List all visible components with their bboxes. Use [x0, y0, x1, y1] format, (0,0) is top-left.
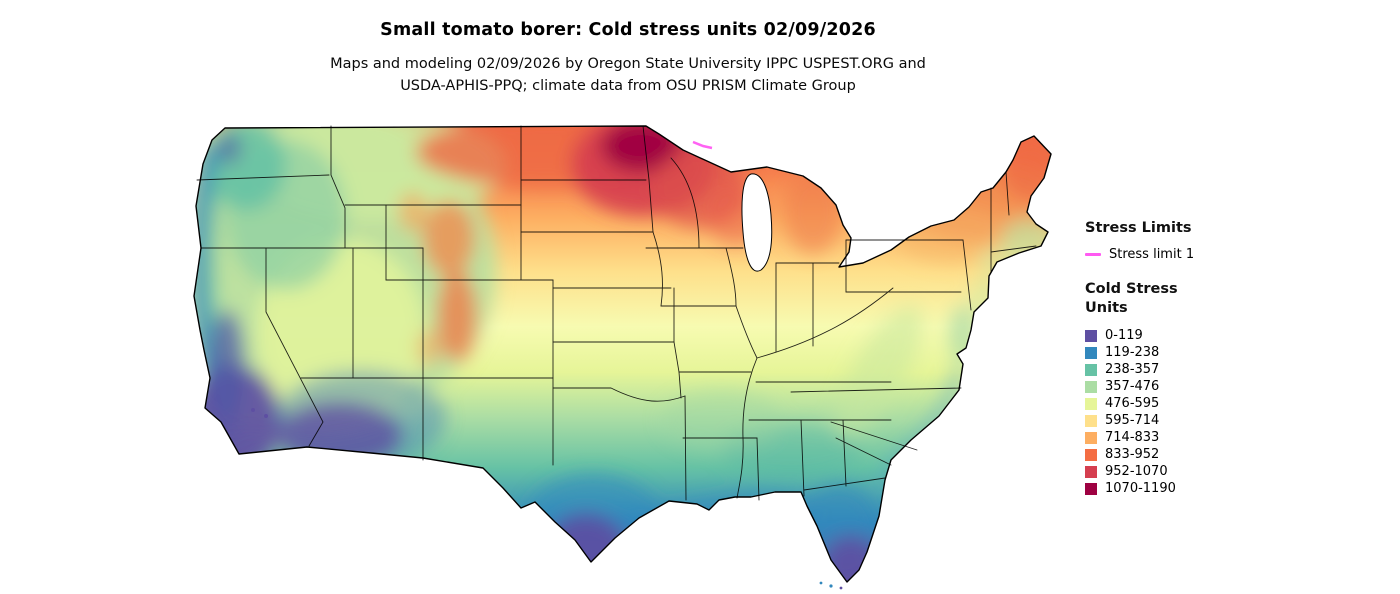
cold-stress-heading: Cold Stress Units — [1085, 281, 1178, 316]
legend-bin-label: 238-357 — [1105, 362, 1160, 377]
stress-limits-heading: Stress Limits — [1085, 220, 1192, 236]
legend-bin: 119-238 — [1085, 344, 1235, 361]
us-cold-stress-map — [190, 120, 1062, 590]
legend-bin: 595-714 — [1085, 412, 1235, 429]
legend-swatch — [1085, 363, 1097, 376]
legend-bin: 476-595 — [1085, 395, 1235, 412]
subtitle-line-1: Maps and modeling 02/09/2026 by Oregon S… — [330, 56, 926, 72]
legend-bin-label: 0-119 — [1105, 328, 1143, 343]
lake-michigan — [741, 173, 773, 272]
state-borders — [196, 125, 1037, 501]
legend-bin-label: 357-476 — [1105, 379, 1160, 394]
legend-swatch — [1085, 448, 1097, 461]
legend-bin: 357-476 — [1085, 378, 1235, 395]
legend-swatch — [1085, 397, 1097, 410]
legend-swatch — [1085, 414, 1097, 427]
legend-swatch — [1085, 431, 1097, 444]
legend-bin-label: 952-1070 — [1105, 464, 1168, 479]
legend-bin-label: 1070-1190 — [1105, 481, 1176, 496]
stress-limit-label: Stress limit 1 — [1109, 247, 1195, 262]
legend-bin-label: 476-595 — [1105, 396, 1160, 411]
map-legend: Stress Limits Stress limit 1 Cold Stress… — [1085, 220, 1235, 497]
offshore-islands — [251, 408, 843, 590]
subtitle-line-2: USDA-APHIS-PPQ; climate data from OSU PR… — [400, 78, 856, 94]
legend-swatch — [1085, 465, 1097, 478]
us-outline — [193, 125, 1052, 583]
page-title: Small tomato borer: Cold stress units 02… — [380, 20, 876, 40]
legend-swatch — [1085, 346, 1097, 359]
legend-swatch — [1085, 482, 1097, 495]
us-map-svg — [193, 125, 1052, 590]
legend-bin-label: 714-833 — [1105, 430, 1160, 445]
stress-limit-line-swatch — [1085, 253, 1101, 256]
legend-bin: 0-119 — [1085, 327, 1235, 344]
legend-bin-label: 833-952 — [1105, 447, 1160, 462]
legend-bin: 952-1070 — [1085, 463, 1235, 480]
legend-bins: 0-119 119-238 238-357 357-476 476-595 59… — [1085, 327, 1235, 497]
legend-bin: 833-952 — [1085, 446, 1235, 463]
stress-limit-line — [692, 140, 713, 150]
map-header: Small tomato borer: Cold stress units 02… — [0, 20, 1256, 97]
legend-swatch — [1085, 329, 1097, 342]
legend-bin-label: 595-714 — [1105, 413, 1160, 428]
map-subtitle: Maps and modeling 02/09/2026 by Oregon S… — [0, 53, 1256, 97]
legend-swatch — [1085, 380, 1097, 393]
legend-bin: 714-833 — [1085, 429, 1235, 446]
stress-limit-entry: Stress limit 1 — [1085, 247, 1235, 262]
legend-bin: 1070-1190 — [1085, 480, 1235, 497]
legend-bin-label: 119-238 — [1105, 345, 1160, 360]
legend-bin: 238-357 — [1085, 361, 1235, 378]
